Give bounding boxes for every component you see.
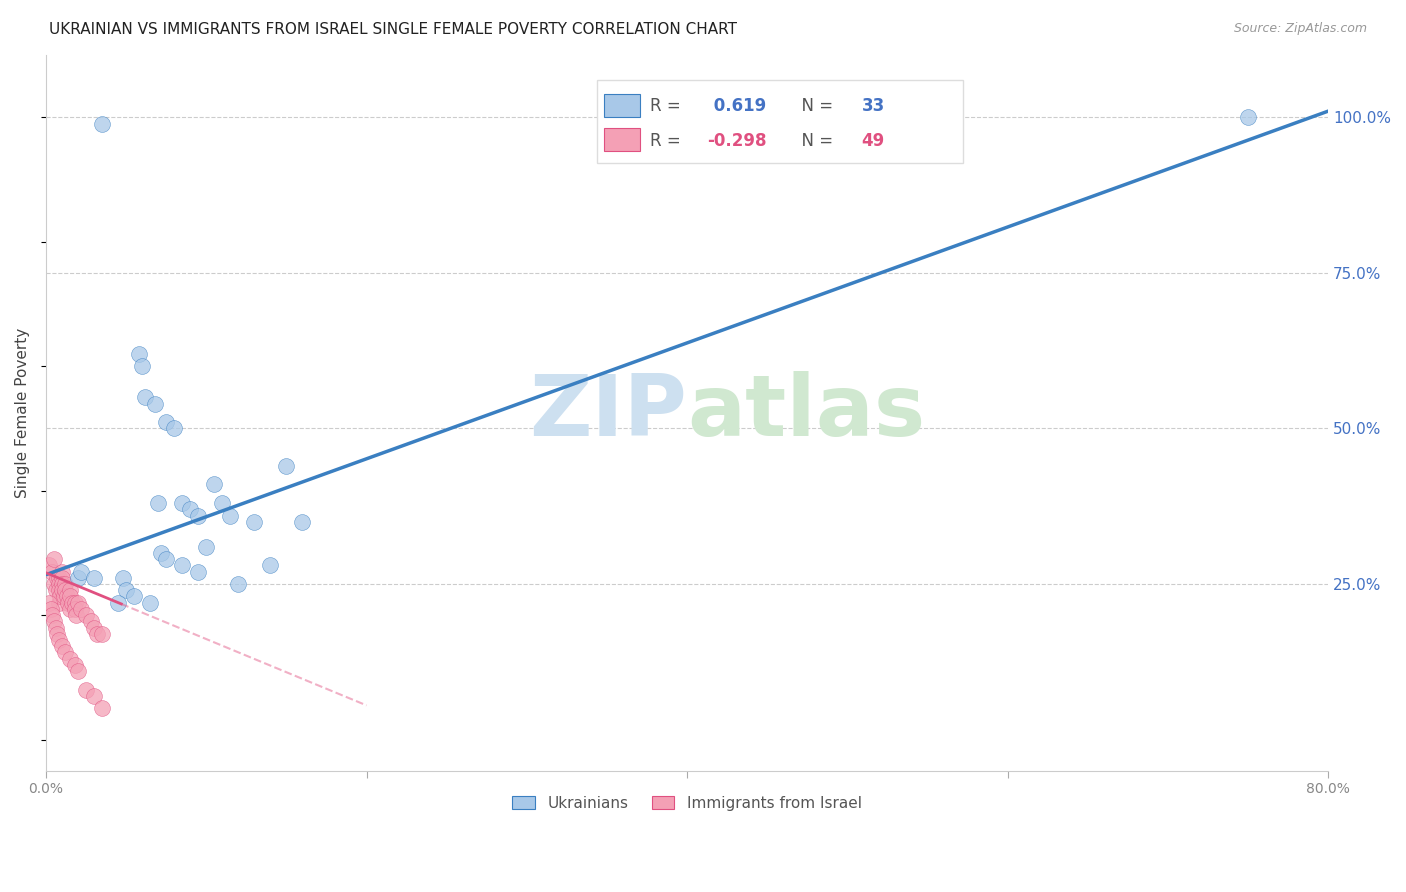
Point [155, 552, 177, 566]
Point [41, 608, 63, 623]
Point [38, 596, 60, 610]
Point [172, 496, 194, 510]
Point [155, 415, 177, 429]
Point [195, 540, 218, 554]
Point [187, 565, 209, 579]
Point [66, 596, 89, 610]
Text: UKRAINIAN VS IMMIGRANTS FROM ISRAEL SINGLE FEMALE POVERTY CORRELATION CHART: UKRAINIAN VS IMMIGRANTS FROM ISRAEL SING… [49, 22, 737, 37]
Point [139, 596, 162, 610]
Point [63, 596, 86, 610]
Text: 49: 49 [862, 132, 884, 150]
Point [91, 627, 114, 641]
Point [179, 502, 201, 516]
Point [59, 583, 82, 598]
Point [80, 615, 103, 629]
Point [42, 615, 65, 629]
Point [41, 565, 63, 579]
Point [276, 458, 298, 473]
Point [91, 117, 114, 131]
Point [115, 583, 138, 598]
Point [226, 577, 249, 591]
Point [107, 596, 129, 610]
Point [51, 565, 73, 579]
Point [51, 577, 73, 591]
Point [122, 590, 145, 604]
Point [53, 645, 76, 659]
Point [83, 689, 105, 703]
Point [39, 602, 62, 616]
Point [60, 596, 83, 610]
Legend: Ukrainians, Immigrants from Israel: Ukrainians, Immigrants from Israel [506, 789, 868, 817]
Point [52, 590, 75, 604]
Point [211, 496, 233, 510]
Point [46, 627, 69, 641]
Point [83, 571, 105, 585]
Point [48, 596, 70, 610]
Point [150, 546, 173, 560]
Point [163, 421, 186, 435]
Point [42, 552, 65, 566]
Text: ZIP: ZIP [529, 371, 688, 454]
Text: N =: N = [792, 97, 838, 115]
Point [45, 583, 67, 598]
Point [75, 682, 97, 697]
FancyBboxPatch shape [598, 80, 963, 163]
Point [66, 571, 89, 585]
Point [134, 390, 156, 404]
Text: Source: ZipAtlas.com: Source: ZipAtlas.com [1233, 22, 1367, 36]
Point [59, 590, 82, 604]
Point [65, 608, 87, 623]
Point [48, 583, 70, 598]
Point [59, 651, 82, 665]
Text: 0.619: 0.619 [707, 97, 766, 115]
Point [172, 558, 194, 573]
Text: R =: R = [650, 97, 686, 115]
Point [146, 496, 169, 510]
Point [56, 590, 79, 604]
Point [83, 621, 105, 635]
Text: R =: R = [650, 132, 686, 150]
Point [38, 558, 60, 573]
Point [259, 558, 281, 573]
Point [51, 583, 73, 598]
Point [48, 571, 70, 585]
Point [111, 571, 134, 585]
Point [51, 639, 73, 653]
Point [1237, 111, 1260, 125]
Point [42, 577, 65, 591]
Point [46, 571, 69, 585]
Point [75, 608, 97, 623]
Point [49, 590, 72, 604]
Point [59, 602, 82, 616]
Point [63, 657, 86, 672]
FancyBboxPatch shape [603, 128, 640, 151]
Point [91, 701, 114, 715]
Point [86, 627, 108, 641]
Text: -0.298: -0.298 [707, 132, 768, 150]
Point [143, 396, 166, 410]
Point [48, 577, 70, 591]
Point [45, 621, 67, 635]
Text: atlas: atlas [688, 371, 925, 454]
Point [291, 515, 314, 529]
Text: N =: N = [792, 132, 838, 150]
Point [131, 359, 153, 374]
Point [202, 477, 225, 491]
FancyBboxPatch shape [603, 94, 640, 117]
Point [48, 633, 70, 648]
Point [66, 664, 89, 678]
Point [128, 347, 150, 361]
Point [187, 508, 209, 523]
Y-axis label: Single Female Poverty: Single Female Poverty [15, 327, 30, 498]
Point [63, 602, 86, 616]
Point [51, 571, 73, 585]
Text: 33: 33 [862, 97, 884, 115]
Point [70, 602, 93, 616]
Point [53, 583, 76, 598]
Point [219, 508, 242, 523]
Point [58, 596, 80, 610]
Point [53, 577, 76, 591]
Point [243, 515, 266, 529]
Point [70, 565, 93, 579]
